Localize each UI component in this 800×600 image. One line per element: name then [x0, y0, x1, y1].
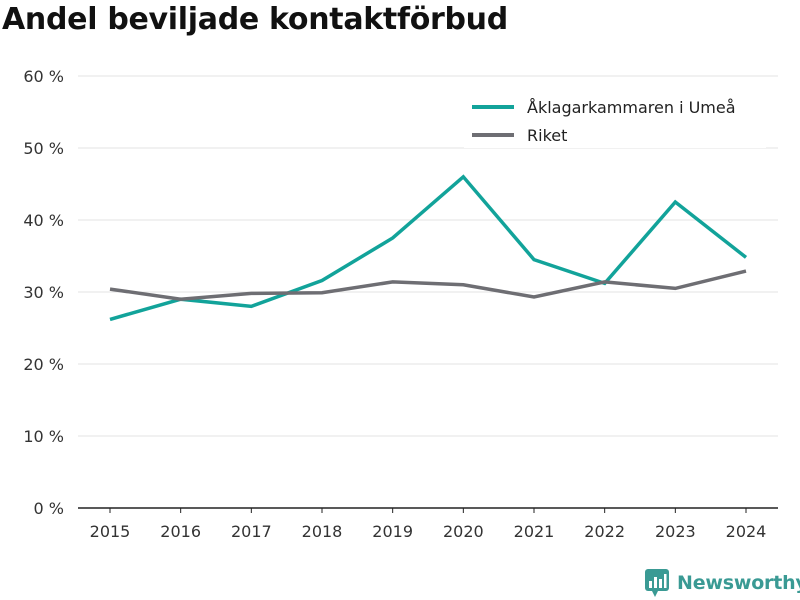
series-line: [109, 174, 748, 322]
x-tick-label: 2021: [514, 522, 555, 541]
y-axis: 0 % 10 % 20 % 30 % 40 % 50 % 60 %: [23, 67, 64, 518]
legend-background: [464, 90, 766, 148]
x-tick-label: 2019: [372, 522, 413, 541]
x-tick-label: 2018: [302, 522, 343, 541]
series-line: [109, 269, 747, 301]
x-axis: 2015 2016 2017 2018 2019 2020 2021 2022 2023 2024: [78, 507, 778, 541]
gridlines: [78, 75, 778, 437]
y-tick-label: 60 %: [23, 67, 64, 86]
x-tick-label: 2015: [90, 522, 131, 541]
x-tick-label: 2020: [443, 522, 484, 541]
legend-label: Riket: [527, 126, 567, 145]
y-tick-label: 30 %: [23, 283, 64, 302]
newsworthy-logo-icon: [645, 569, 669, 597]
y-tick-label: 10 %: [23, 427, 64, 446]
legend: Åklagarkammaren i Umeå Riket: [464, 90, 766, 148]
x-tick-label: 2017: [231, 522, 272, 541]
y-tick-label: 40 %: [23, 211, 64, 230]
x-tick-label: 2016: [160, 522, 201, 541]
series-lines: [109, 174, 748, 322]
x-tick-label: 2023: [655, 522, 696, 541]
y-tick-label: 50 %: [23, 139, 64, 158]
y-tick-label: 20 %: [23, 355, 64, 374]
brand-name: Newsworthy: [677, 572, 800, 594]
y-tick-label: 0 %: [34, 499, 64, 518]
brand: Newsworthy: [644, 568, 800, 598]
x-tick-label: 2022: [584, 522, 625, 541]
legend-label: Åklagarkammaren i Umeå: [527, 98, 736, 117]
x-tick-label: 2024: [726, 522, 767, 541]
chart-title: Andel beviljade kontaktförbud: [2, 2, 508, 37]
